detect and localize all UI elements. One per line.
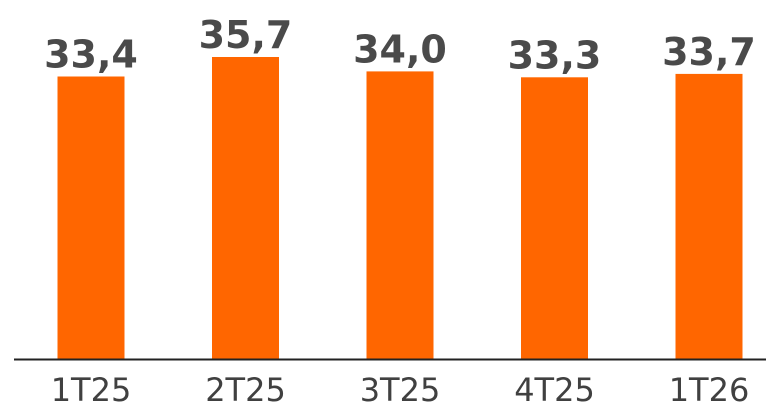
bar-1T25 (57, 76, 125, 359)
x-tick-label-1T25: 1T25 (51, 371, 132, 406)
value-label-2T25: 35,7 (199, 13, 293, 57)
value-labels-group: 33,4 35,7 34,0 33,3 33,7 (44, 13, 756, 77)
value-label-4T25: 33,3 (508, 33, 602, 77)
bar-1T26 (675, 73, 743, 360)
bar-4T25 (521, 77, 588, 360)
x-tick-label-1T26: 1T26 (669, 371, 750, 406)
x-tick-labels-group: 1T25 2T25 3T25 4T25 1T26 (51, 371, 750, 406)
x-tick-label-4T25: 4T25 (514, 371, 595, 406)
value-label-1T25: 33,4 (44, 33, 138, 77)
value-label-3T25: 34,0 (353, 27, 447, 71)
x-tick-label-3T25: 3T25 (360, 371, 441, 406)
bar-2T25 (212, 57, 279, 359)
bars-group (57, 57, 743, 360)
bar-3T25 (366, 71, 434, 360)
x-tick-label-2T25: 2T25 (205, 371, 286, 406)
value-label-1T26: 33,7 (662, 30, 756, 74)
